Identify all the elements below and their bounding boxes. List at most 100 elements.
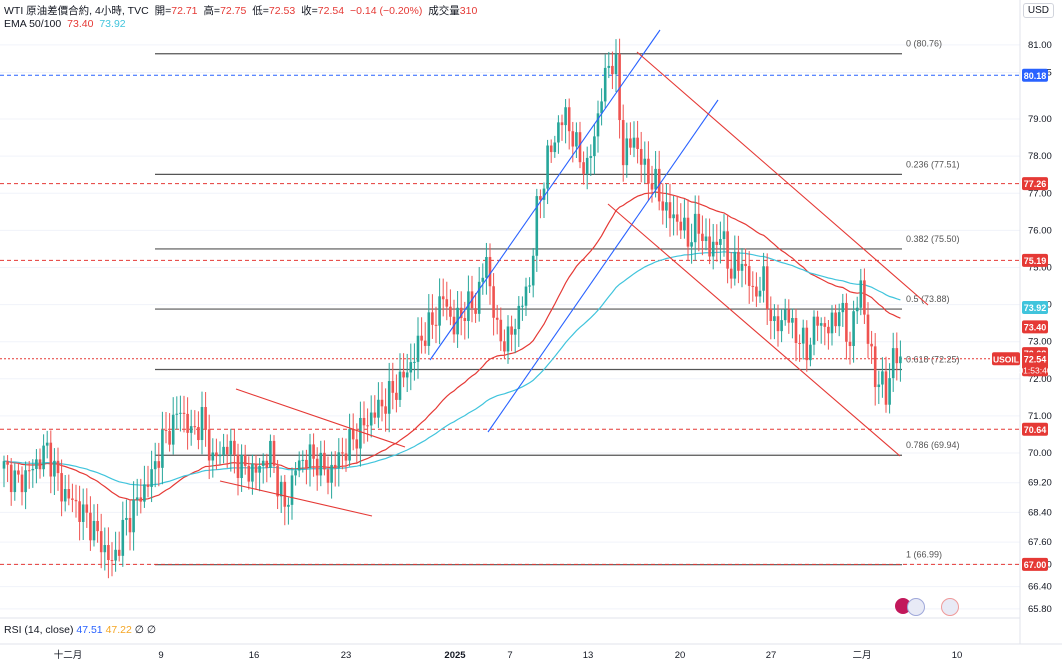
candle-body	[99, 531, 103, 553]
candle-body	[78, 501, 81, 522]
candle-body	[60, 473, 63, 502]
candle-body	[110, 560, 114, 562]
candle-body	[499, 319, 503, 342]
candle-body	[434, 324, 438, 326]
candle-body	[308, 444, 312, 469]
candle-body	[341, 452, 344, 454]
candle-body	[474, 308, 477, 314]
candle-body	[121, 519, 125, 556]
rsi-label[interactable]: RSI (14, close)	[4, 624, 74, 636]
candle-body	[686, 217, 690, 247]
candle-body	[351, 429, 355, 440]
candle-body	[261, 460, 265, 466]
candle-body	[553, 142, 557, 153]
time-tick-label: 23	[341, 650, 352, 661]
price-badge-text: 75.19	[1024, 256, 1047, 266]
candle-body	[200, 407, 204, 441]
candle-body	[643, 158, 647, 165]
candle-body	[402, 371, 405, 378]
candle-body	[387, 381, 391, 414]
ema-label[interactable]: EMA 50/100	[4, 18, 62, 30]
candle-body	[773, 316, 776, 322]
candle-body	[531, 255, 535, 286]
candle-body	[423, 340, 427, 346]
candle-body	[701, 233, 704, 242]
candle-body	[74, 499, 78, 502]
ema-lines	[3, 191, 901, 501]
candle-body	[513, 329, 517, 335]
candle-body	[719, 239, 722, 245]
candle-body	[877, 384, 881, 388]
time-axis[interactable]: 十二月 9 16 23 2025 7 13 20 27 二月 10	[54, 649, 963, 661]
flag-icon[interactable]	[907, 598, 925, 616]
candle-body	[171, 414, 175, 445]
price-badge	[1022, 68, 1048, 82]
candle-body	[445, 299, 449, 307]
candle-body	[63, 489, 67, 502]
candle-body	[384, 406, 387, 414]
price-badge	[1022, 301, 1048, 315]
candle-body	[625, 138, 629, 166]
candle-body	[38, 459, 42, 470]
symbol-title[interactable]: WTI 原油差價合約, 4小時, TVC	[4, 5, 149, 17]
candle-body	[557, 122, 560, 143]
candle-body	[323, 452, 326, 470]
candle-body	[675, 214, 679, 222]
candle-body	[715, 241, 719, 245]
candle-body	[560, 122, 564, 126]
candle-body	[593, 136, 596, 157]
candle-body	[301, 459, 305, 461]
candle-body	[107, 545, 110, 561]
price-tick-label: 66.40	[1028, 582, 1052, 593]
candle-body	[218, 454, 222, 457]
candle-body	[661, 201, 665, 211]
candle-body	[578, 132, 582, 163]
candle-body	[506, 326, 510, 352]
candle-body	[809, 344, 812, 361]
candle-body	[751, 285, 755, 287]
candle-body	[776, 316, 780, 332]
candle-body	[17, 470, 20, 475]
price-badge	[1022, 253, 1048, 267]
fib-level-label: 0.786 (69.94)	[906, 440, 960, 450]
candle-body	[85, 504, 89, 513]
ema100-value: 73.92	[99, 18, 126, 30]
ema50-line	[3, 191, 901, 501]
candle-body	[823, 323, 827, 327]
candle-body	[711, 241, 715, 257]
trend-lines[interactable]	[219, 29, 929, 517]
candle-body	[53, 460, 56, 477]
candle-body	[279, 481, 283, 497]
fib-level-label: 0.382 (75.50)	[906, 234, 960, 244]
us-flag-icon[interactable]	[941, 598, 959, 616]
candle-body	[690, 242, 693, 247]
price-tick-label: 79.00	[1028, 114, 1052, 125]
candle-body	[582, 162, 585, 174]
candle-body	[758, 290, 762, 297]
candle-body	[481, 277, 485, 282]
candle-body	[366, 425, 369, 427]
candle-body	[485, 256, 488, 278]
candle-body	[204, 407, 207, 430]
candle-body	[233, 440, 236, 455]
candle-body	[236, 454, 240, 479]
candle-body	[211, 452, 215, 461]
candle-body	[891, 348, 895, 379]
candle-body	[197, 427, 200, 441]
candle-body	[769, 308, 773, 322]
candle-body	[621, 120, 625, 166]
time-tick-label: 16	[249, 650, 260, 661]
candle-body	[431, 312, 434, 325]
candle-body	[150, 469, 153, 487]
candle-body	[168, 430, 171, 445]
change-value: −0.14 (−0.20%)	[349, 5, 423, 17]
candle-body	[330, 464, 333, 483]
candle-body	[546, 145, 549, 189]
time-tick-label: 10	[952, 650, 963, 661]
currency-button[interactable]: USD	[1022, 3, 1054, 18]
candle-body	[344, 453, 348, 461]
price-badge	[1022, 422, 1048, 436]
candle-body	[207, 429, 211, 461]
candle-body	[391, 381, 395, 393]
